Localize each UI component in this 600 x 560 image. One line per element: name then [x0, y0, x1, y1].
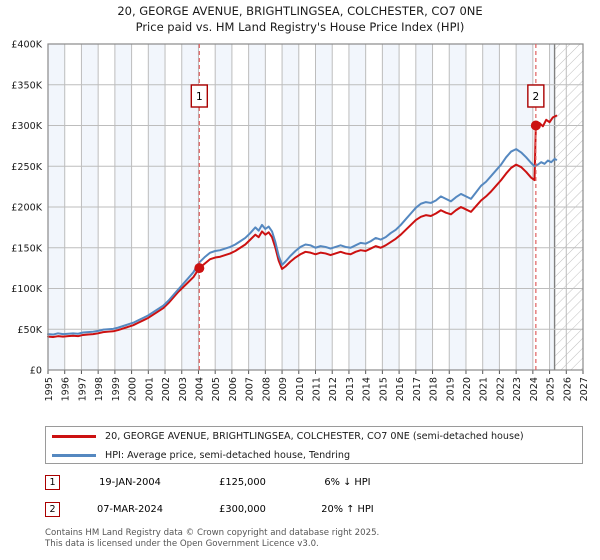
legend-swatch-property — [52, 435, 96, 438]
transaction-marker-2: 2 — [45, 501, 60, 517]
transaction-price-1: £125,000 — [219, 476, 266, 488]
x-axis-tick-label: 2013 — [345, 377, 356, 401]
transaction-date-2: 07-MAR-2024 — [96, 503, 164, 515]
x-axis-tick-label: 2006 — [228, 377, 239, 401]
x-axis-tick-label: 1998 — [94, 377, 105, 401]
x-axis-tick-label: 2022 — [495, 377, 506, 401]
legend-swatch-hpi — [52, 454, 96, 457]
x-axis-tick-label: 2008 — [261, 377, 272, 401]
x-axis-tick-label: 2021 — [479, 377, 490, 401]
x-axis-tick-label: 2000 — [128, 377, 139, 401]
x-axis-tick-label: 2009 — [278, 377, 289, 401]
x-axis-tick-label: 2015 — [378, 377, 389, 401]
x-axis-tick-label: 2023 — [512, 377, 523, 401]
transaction-hpi-delta-1: 6% ↓ HPI — [324, 476, 371, 488]
x-axis-tick-label: 2018 — [429, 377, 440, 401]
x-axis-tick-label: 2025 — [546, 377, 557, 401]
y-axis-tick-label: £350K — [11, 80, 42, 91]
x-axis-tick-label: 2010 — [295, 377, 306, 401]
series-line-hpi — [47, 148, 558, 336]
x-axis-tick-label: 2019 — [445, 377, 456, 401]
y-axis-tick-label: £150K — [11, 243, 42, 254]
sale-marker-number: 1 — [196, 91, 203, 103]
sale-point-dot[interactable] — [530, 120, 541, 131]
x-axis-tick-label: 2002 — [161, 377, 172, 401]
footer-line-2: This data is licensed under the Open Gov… — [45, 539, 319, 549]
legend-item-hpi: HPI: Average price, semi-detached house,… — [46, 446, 582, 465]
sale-marker-number: 2 — [533, 91, 540, 103]
x-axis-tick-label: 2003 — [178, 377, 189, 401]
transaction-row-2[interactable]: 2 07-MAR-2024 £300,000 20% ↑ HPI — [45, 498, 400, 520]
title-line-2: Price paid vs. HM Land Registry's House … — [135, 20, 465, 34]
y-axis-tick-label: £200K — [11, 203, 42, 214]
transaction-marker-1: 1 — [45, 474, 60, 490]
x-axis-tick-label: 2016 — [395, 377, 406, 401]
y-axis-tick-label: £400K — [11, 40, 42, 51]
legend-item-property: 20, GEORGE AVENUE, BRIGHTLINGSEA, COLCHE… — [46, 427, 582, 446]
x-axis-tick-label: 2004 — [194, 377, 205, 401]
x-axis-tick-label: 2001 — [144, 377, 155, 401]
y-axis-tick-label: £0 — [30, 366, 42, 377]
transaction-price-2: £300,000 — [219, 503, 266, 515]
copyright-footer: Contains HM Land Registry data © Crown c… — [45, 528, 585, 550]
y-axis-tick-label: £50K — [17, 325, 42, 336]
x-axis-tick-label: 2011 — [312, 377, 323, 401]
sale-point-dot[interactable] — [194, 263, 205, 274]
y-axis-tick-label: £100K — [11, 284, 42, 295]
x-axis-tick-label: 2012 — [328, 377, 339, 401]
footer-line-1: Contains HM Land Registry data © Crown c… — [45, 528, 380, 538]
sale-marker-box[interactable] — [527, 84, 545, 108]
x-axis-tick-label: 2007 — [245, 377, 256, 401]
title-line-1: 20, GEORGE AVENUE, BRIGHTLINGSEA, COLCHE… — [117, 4, 483, 18]
x-axis-tick-label: 1997 — [77, 377, 88, 401]
sale-marker-box[interactable] — [190, 84, 209, 108]
transaction-hpi-delta-2: 20% ↑ HPI — [321, 503, 374, 515]
x-axis-tick-label: 2014 — [362, 377, 373, 401]
y-axis-tick-label: £250K — [11, 162, 42, 173]
chart-legend: 20, GEORGE AVENUE, BRIGHTLINGSEA, COLCHE… — [45, 426, 583, 464]
legend-label-hpi: HPI: Average price, semi-detached house,… — [105, 450, 351, 461]
x-axis-tick-label: 2026 — [562, 377, 573, 401]
y-axis-tick-label: £300K — [11, 121, 42, 132]
plot-area: £0 £50K £100K £150K £200K £250K £300K £350K £400… — [11, 40, 590, 402]
x-axis-tick-label: 1995 — [44, 377, 55, 401]
x-axis-tick-label: 2017 — [412, 377, 423, 401]
x-axis-tick-label: 2005 — [211, 377, 222, 401]
transaction-row-1[interactable]: 1 19-JAN-2004 £125,000 6% ↓ HPI — [45, 471, 400, 493]
page-title: 20, GEORGE AVENUE, BRIGHTLINGSEA, COLCHE… — [0, 3, 600, 35]
legend-label-property: 20, GEORGE AVENUE, BRIGHTLINGSEA, COLCHE… — [105, 431, 524, 442]
x-axis-tick-label: 1999 — [111, 377, 122, 401]
x-axis-tick-label: 2020 — [462, 377, 473, 401]
x-axis-tick-label: 2024 — [529, 377, 540, 401]
x-axis-tick-label: 1996 — [61, 377, 72, 401]
series-line-property — [47, 114, 558, 338]
transaction-date-1: 19-JAN-2004 — [99, 476, 161, 488]
x-axis-tick-label: 2027 — [579, 377, 590, 401]
